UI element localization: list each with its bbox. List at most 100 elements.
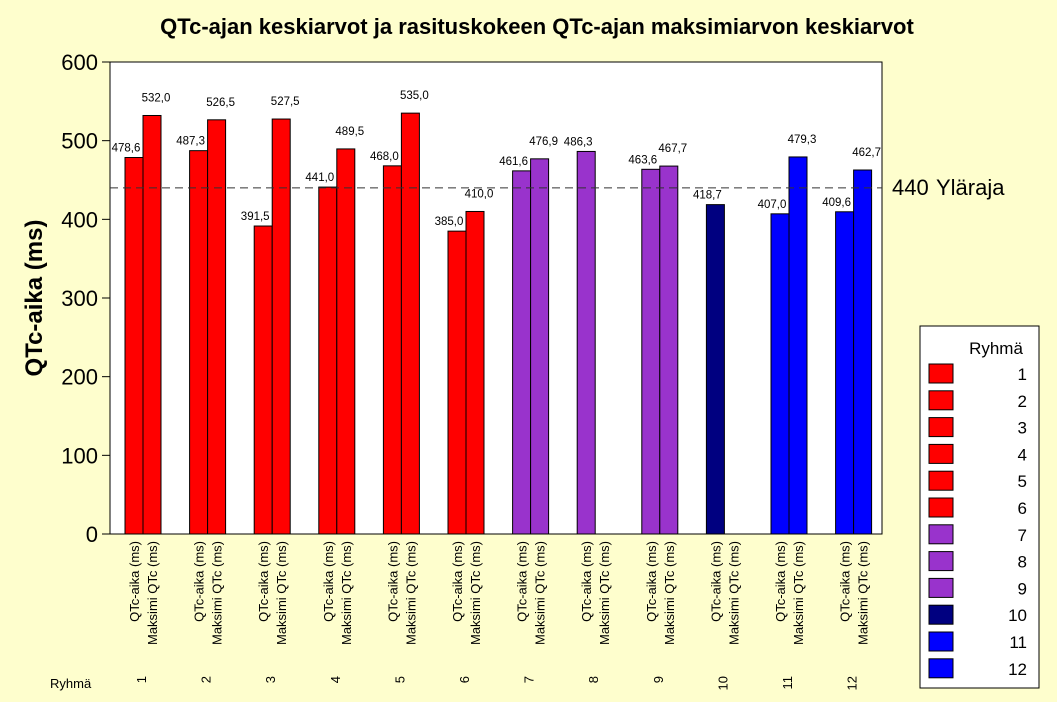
data-label: 410,0	[465, 188, 494, 200]
group-label: 3	[263, 676, 278, 683]
bar	[465, 210, 485, 535]
data-label: 385,0	[435, 216, 464, 228]
legend-label: 8	[1018, 553, 1027, 572]
data-label: 526,5	[206, 97, 235, 109]
bar	[271, 118, 291, 535]
bar	[512, 170, 532, 535]
x-tick-label: QTc-aika (ms)	[385, 541, 400, 622]
bars	[124, 112, 873, 535]
data-label: 478,6	[112, 143, 141, 155]
data-label: 479,3	[788, 134, 817, 146]
data-label: 476,9	[529, 136, 558, 148]
legend-label: 3	[1018, 419, 1027, 438]
legend-label: 5	[1018, 472, 1027, 491]
bar	[576, 150, 596, 535]
x-tick-label: Maksimi QTc (ms)	[791, 541, 806, 645]
legend-label: 10	[1008, 606, 1027, 625]
value-labels: 478,6 532,0 487,3 526,5 391,5 527,5 441,0 489,5…	[112, 90, 881, 228]
y-tick-label: 500	[61, 129, 98, 154]
bar	[382, 165, 402, 535]
legend-swatch	[928, 604, 954, 625]
data-label: 486,3	[564, 136, 593, 148]
x-tick-label: Maksimi QTc (ms)	[145, 541, 160, 645]
legend-label: 2	[1018, 392, 1027, 411]
legend-swatch	[928, 577, 954, 598]
group-label: 9	[651, 676, 666, 683]
data-label: 532,0	[142, 92, 171, 104]
x-tick-label: Maksimi QTc (ms)	[597, 541, 612, 645]
y-axis: 0 100 200 300 400 500 600	[61, 50, 110, 547]
x-tick-label: QTc-aika (ms)	[127, 541, 142, 622]
data-label: 527,5	[271, 96, 300, 108]
data-label: 409,6	[822, 197, 851, 209]
group-label: 8	[586, 676, 601, 683]
x-tick-label: QTc-aika (ms)	[773, 541, 788, 622]
legend-swatch	[928, 658, 954, 679]
data-label: 407,0	[758, 199, 787, 211]
bar	[124, 157, 144, 535]
bar	[336, 148, 356, 535]
y-tick-label: 300	[61, 286, 98, 311]
y-tick-label: 0	[86, 522, 98, 547]
x-tick-label: Maksimi QTc (ms)	[726, 541, 741, 645]
bar	[770, 213, 790, 535]
y-tick-label: 600	[61, 50, 98, 75]
legend-swatch	[928, 470, 954, 491]
bar	[835, 211, 855, 535]
bar	[641, 168, 661, 535]
data-label: 461,6	[499, 156, 528, 168]
x-tick-label: QTc-aika (ms)	[321, 541, 336, 622]
legend-title: Ryhmä	[969, 339, 1023, 358]
legend-label: 1	[1018, 365, 1027, 384]
group-label: 10	[715, 676, 730, 690]
y-tick-label: 100	[61, 443, 98, 468]
group-label: 1	[134, 676, 149, 683]
x-tick-label: Maksimi QTc (ms)	[274, 541, 289, 645]
x-tick-label: QTc-aika (ms)	[192, 541, 207, 622]
group-label: 7	[522, 676, 537, 683]
bar	[207, 119, 227, 535]
data-label: 487,3	[176, 136, 205, 148]
group-label: 11	[780, 676, 795, 690]
y-tick-label: 200	[61, 365, 98, 390]
plot-area	[109, 61, 883, 535]
legend-swatch	[928, 363, 954, 384]
x-tick-label: Maksimi QTc (ms)	[468, 541, 483, 645]
bar	[253, 225, 273, 535]
x-tick-label: Maksimi QTc (ms)	[403, 541, 418, 645]
data-label: 463,6	[628, 154, 657, 166]
data-label: 467,7	[658, 143, 687, 155]
x-tick-label: QTc-aika (ms)	[450, 541, 465, 622]
data-label: 535,0	[400, 90, 429, 102]
data-label: 441,0	[305, 172, 334, 184]
legend-label: 7	[1018, 526, 1027, 545]
legend-swatch	[928, 524, 954, 545]
x-tick-label: QTc-aika (ms)	[515, 541, 530, 622]
data-label: 462,7	[852, 147, 881, 159]
x-axis-label: Ryhmä	[50, 676, 92, 691]
x-tick-label: QTc-aika (ms)	[579, 541, 594, 622]
group-label: 4	[328, 676, 343, 683]
legend-label: 11	[1009, 633, 1027, 652]
data-label: 418,7	[693, 190, 722, 202]
bar	[447, 230, 467, 535]
bar	[788, 156, 808, 535]
legend-swatch	[928, 497, 954, 518]
group-label: 5	[392, 676, 407, 683]
bar	[400, 112, 420, 535]
x-tick-label: Maksimi QTc (ms)	[856, 541, 871, 645]
x-tick-label: Maksimi QTc (ms)	[533, 541, 548, 645]
bar	[530, 158, 550, 535]
legend-label: 6	[1018, 499, 1027, 518]
data-label: 468,0	[370, 151, 399, 163]
reference-line: 440 Yläraja	[110, 175, 1005, 200]
legend-label: 12	[1008, 660, 1027, 679]
legend-label: 9	[1018, 579, 1027, 598]
bar	[853, 169, 873, 535]
legend-swatch	[928, 551, 954, 572]
group-label: 2	[199, 676, 214, 683]
